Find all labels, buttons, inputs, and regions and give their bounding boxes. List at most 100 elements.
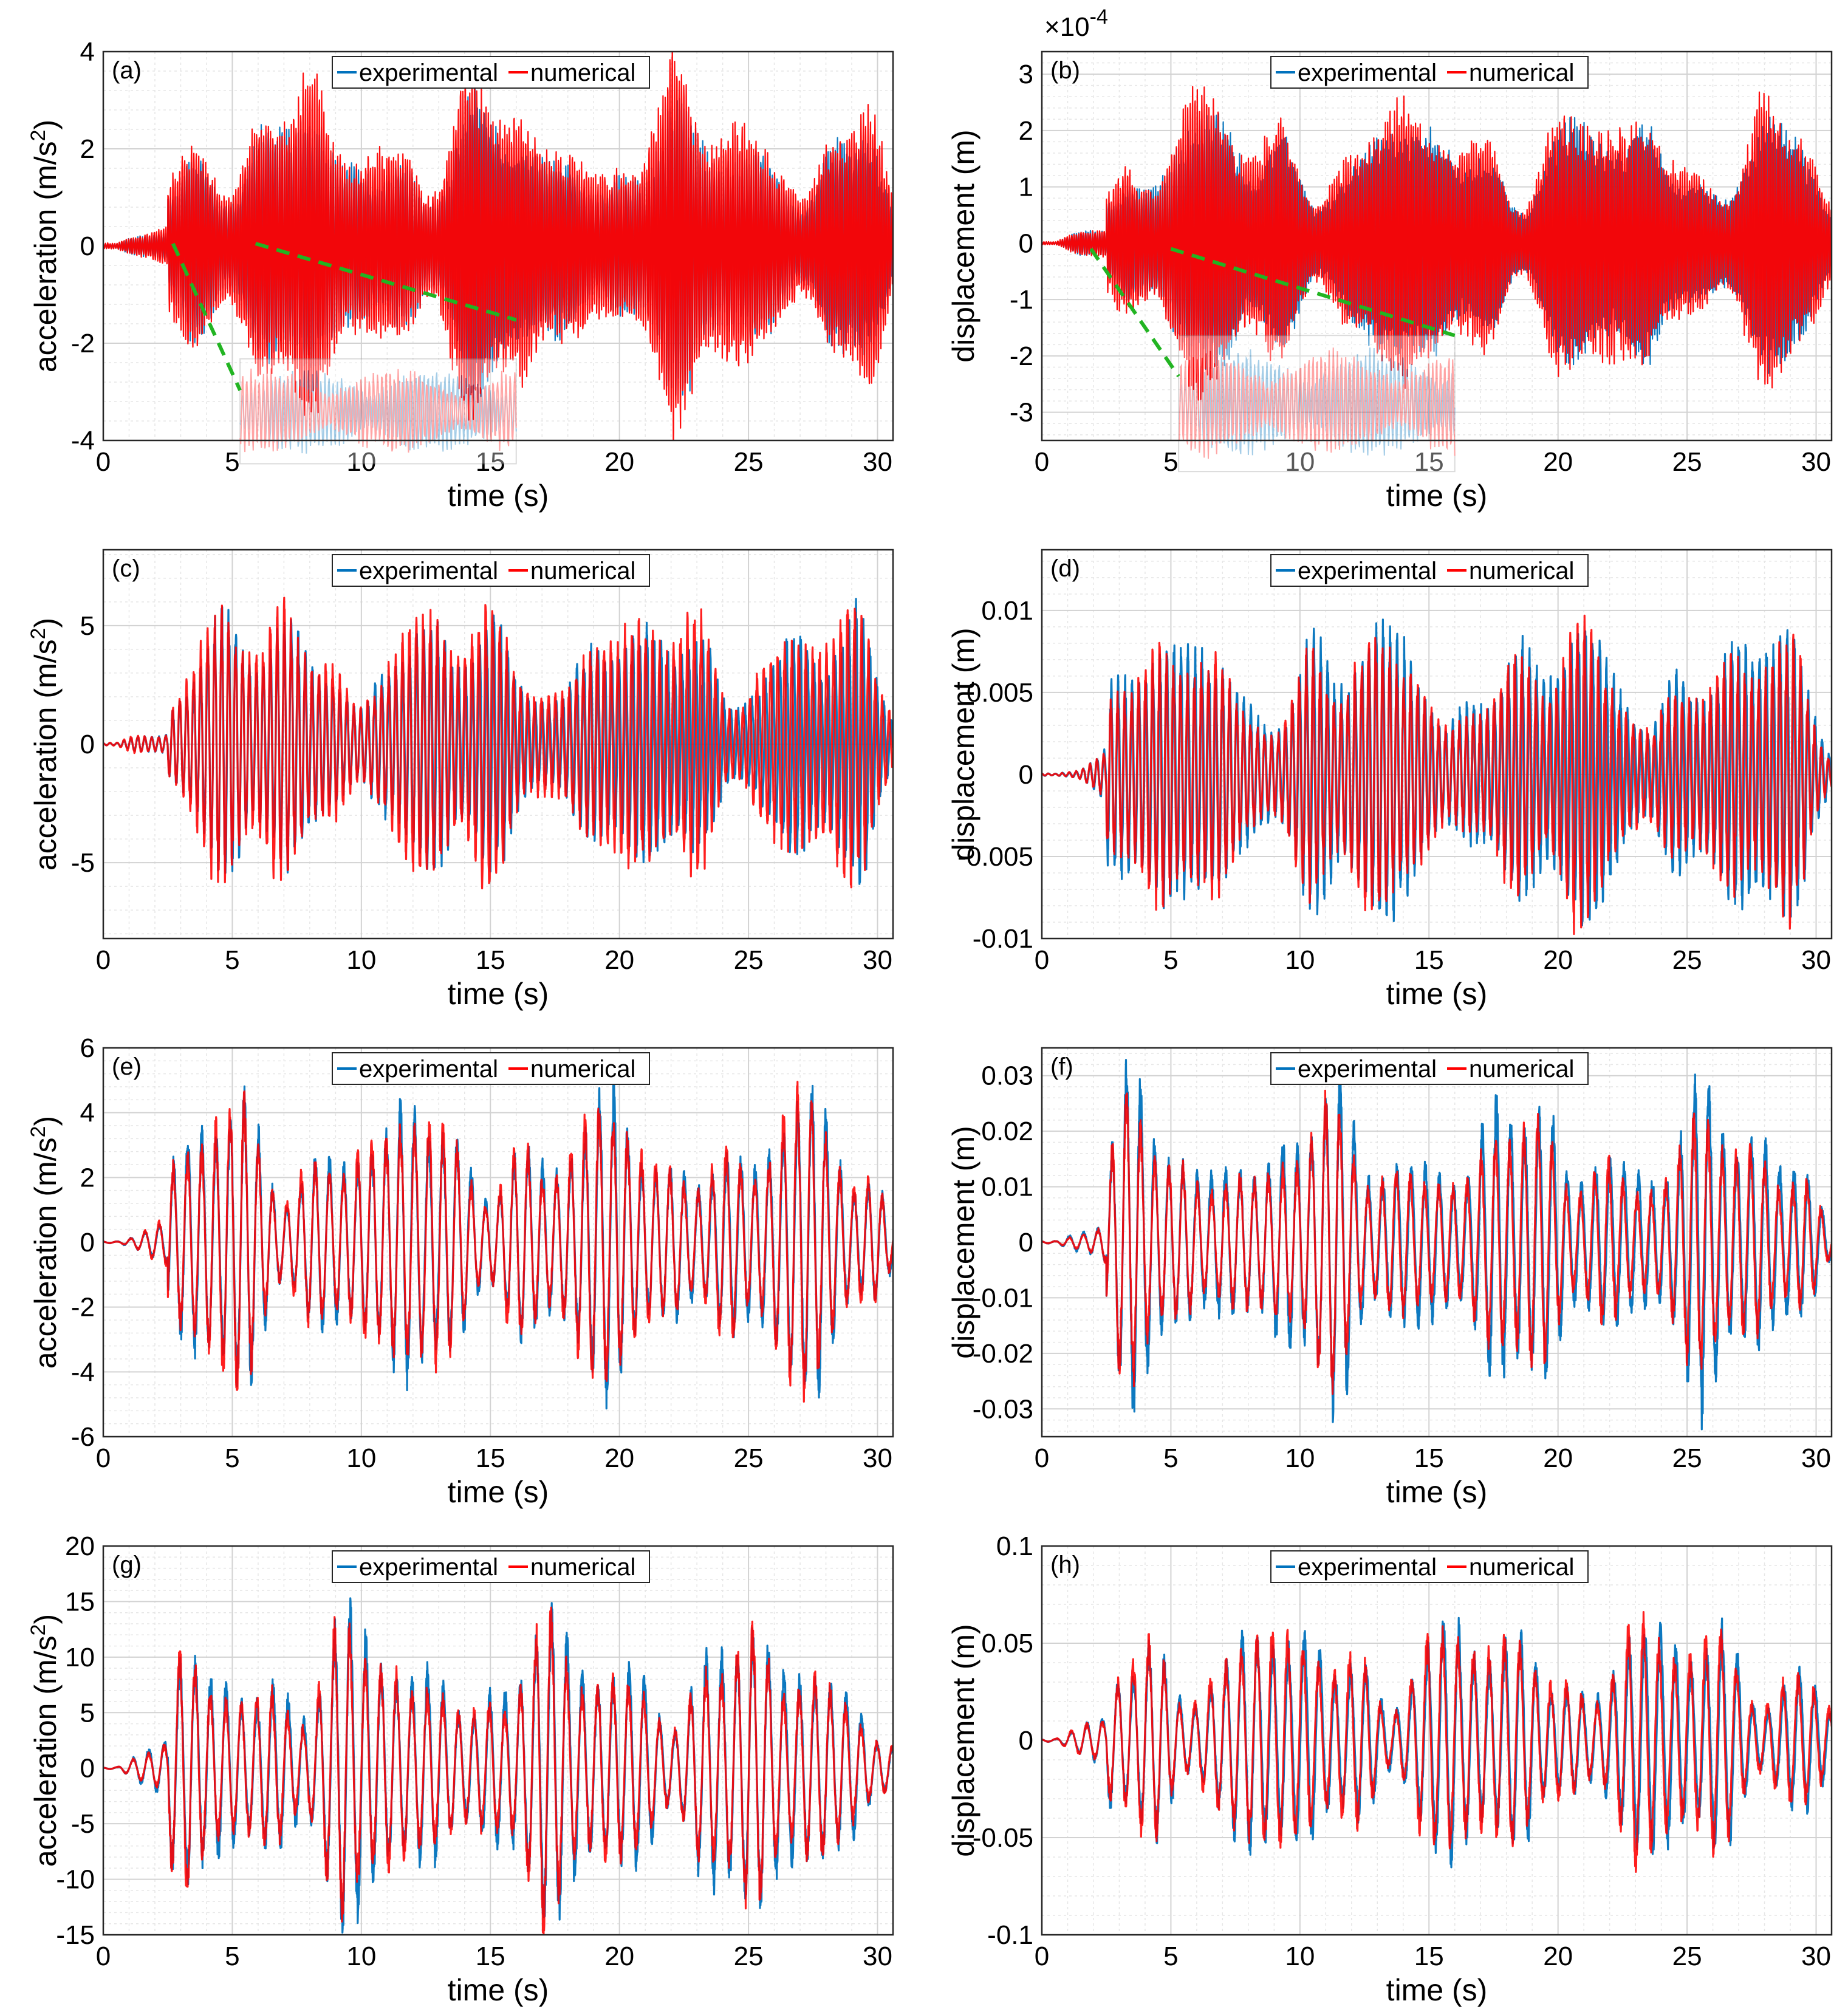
series-line-numerical — [103, 1606, 893, 1935]
x-tick-label: 30 — [863, 1941, 892, 1971]
legend-label-experimental: experimental — [359, 1056, 498, 1083]
panel-label: (g) — [112, 1551, 142, 1578]
legend-label-numerical: numerical — [530, 1056, 635, 1083]
y-tick-label: 10 — [65, 1643, 95, 1672]
y-tick-label: 1 — [1019, 173, 1033, 202]
x-tick-label: 30 — [863, 447, 892, 477]
axes-frame — [1041, 50, 1833, 442]
panel-a: 0 5 10 15 20 25 30 -4 -2 0 2 4 (a) experimental numeri… — [27, 37, 894, 513]
y-tick-label: -2 — [71, 329, 95, 358]
x-tick-label: 30 — [863, 945, 892, 975]
legend-box — [332, 554, 650, 587]
y-tick-label: 0 — [1019, 228, 1033, 258]
x-tick-label: 30 — [1801, 945, 1831, 975]
axes-frame — [1041, 1545, 1833, 1936]
y-tick-label: 5 — [80, 611, 95, 641]
x-tick-label: 25 — [734, 945, 764, 975]
y-axis-label-sup: 2 — [27, 1624, 50, 1636]
y-exponent-label: ×10-4 — [1044, 5, 1108, 42]
panel-label: (e) — [112, 1053, 142, 1080]
y-tick-label: -2 — [1010, 341, 1033, 371]
legend: experimental numerical — [332, 1550, 650, 1583]
x-tick-label: 25 — [734, 447, 764, 477]
y-axis-label-end: ) — [29, 1614, 63, 1624]
x-axis-label: time (s) — [1386, 1475, 1488, 1509]
x-tick-label: 20 — [1543, 1443, 1573, 1473]
legend: experimental numerical — [332, 56, 650, 89]
y-tick-label: -6 — [71, 1422, 95, 1452]
x-tick-label: 20 — [604, 447, 634, 477]
axes-frame — [102, 50, 894, 442]
y-axis-label: displacement (m) — [946, 129, 980, 362]
y-tick-label: 0 — [80, 1228, 95, 1257]
x-tick-label: 25 — [1672, 945, 1702, 975]
panel-label: (b) — [1050, 57, 1080, 84]
y-tick-label: 0.05 — [981, 1629, 1033, 1658]
legend-box — [1270, 1550, 1589, 1583]
y-axis-label-main: acceleration (m/s — [29, 639, 63, 871]
y-tick-label: 3 — [1019, 60, 1033, 89]
y-axis-label: displacement (m) — [946, 628, 980, 860]
axes-frame — [1041, 1047, 1833, 1438]
y-tick-label: 2 — [80, 1163, 95, 1192]
y-tick-label: 5 — [80, 1698, 95, 1728]
x-tick-label: 5 — [225, 1941, 239, 1971]
x-tick-label: 30 — [1801, 447, 1831, 477]
x-tick-label: 25 — [1672, 1443, 1702, 1473]
zoom-connector-line — [171, 242, 242, 391]
y-tick-label: -3 — [1010, 398, 1033, 428]
legend-label-numerical: numerical — [530, 558, 635, 584]
y-axis-label-main: displacement (m) — [946, 1126, 980, 1358]
legend-label-numerical: numerical — [1469, 1554, 1574, 1581]
legend: experimental numerical — [332, 1052, 650, 1085]
axes-frame — [102, 1047, 894, 1438]
y-axis-label-main: acceleration (m/s — [29, 1635, 63, 1867]
inset-frame — [1178, 335, 1456, 473]
x-tick-label: 5 — [1163, 447, 1178, 477]
x-tick-label: 30 — [863, 1443, 892, 1473]
x-tick-label: 20 — [604, 1443, 634, 1473]
x-tick-label: 15 — [476, 945, 505, 975]
legend-box — [332, 56, 650, 89]
y-tick-label: -5 — [71, 1809, 95, 1839]
x-tick-label: 10 — [1285, 1941, 1315, 1971]
x-tick-label: 20 — [1543, 1941, 1573, 1971]
y-tick-label: 0 — [1019, 1228, 1033, 1257]
y-axis-label: acceleration (m/s2) — [27, 120, 63, 372]
y-tick-label: -5 — [71, 848, 95, 878]
y-axis-label-end: ) — [29, 1116, 63, 1126]
y-tick-label: -4 — [71, 426, 95, 456]
legend: experimental numerical — [1270, 554, 1589, 587]
x-tick-label: 15 — [1414, 447, 1444, 477]
y-tick-label: 2 — [1019, 116, 1033, 146]
axes-frame — [1041, 549, 1833, 940]
y-tick-label: 20 — [65, 1531, 95, 1561]
series-line-numerical — [103, 52, 893, 440]
panel-c: 0 5 10 15 20 25 30 -5 0 5 (c) experimental numerical… — [27, 549, 894, 1011]
axes-frame — [102, 549, 894, 940]
y-axis-label: displacement (m) — [946, 1624, 980, 1856]
y-tick-label: 4 — [80, 37, 95, 67]
legend-label-numerical: numerical — [1469, 1056, 1574, 1083]
x-tick-label: 0 — [1035, 945, 1049, 975]
legend-label-numerical: numerical — [530, 1554, 635, 1581]
legend-label-experimental: experimental — [1298, 1056, 1437, 1083]
legend: experimental numerical — [1270, 1550, 1589, 1583]
x-tick-label: 5 — [1163, 945, 1178, 975]
x-tick-label: 0 — [96, 945, 111, 975]
panel-label: (d) — [1050, 555, 1080, 582]
y-tick-label: 4 — [80, 1098, 95, 1128]
x-axis-label: time (s) — [1386, 977, 1488, 1011]
x-tick-label: 5 — [225, 447, 239, 477]
y-tick-label: 0.005 — [967, 678, 1033, 708]
series-line-numerical — [103, 597, 893, 889]
panel-g: 0 5 10 15 20 25 30 -15 -10 -5 0 5 10 15 20 (g) experimen… — [27, 1531, 894, 2007]
y-axis-label: acceleration (m/s2) — [27, 1614, 63, 1867]
legend-label-numerical: numerical — [1469, 558, 1574, 584]
legend-label-experimental: experimental — [359, 558, 498, 584]
series-line-numerical — [103, 1081, 893, 1403]
legend: experimental numerical — [1270, 56, 1589, 89]
x-tick-label: 0 — [1035, 447, 1049, 477]
x-tick-label: 15 — [1414, 945, 1444, 975]
legend-label-experimental: experimental — [1298, 558, 1437, 584]
